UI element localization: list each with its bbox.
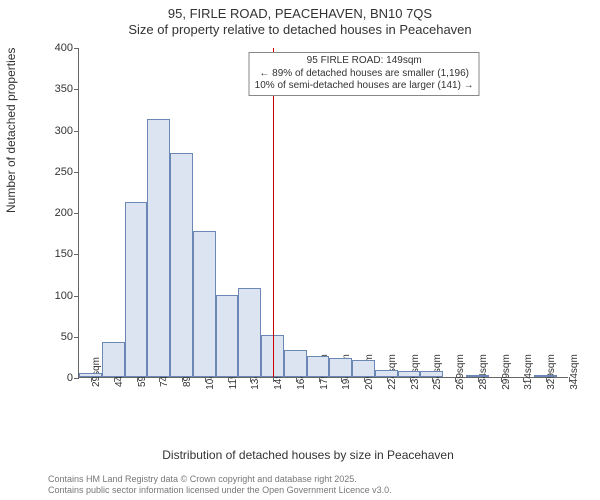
histogram-bar bbox=[238, 288, 261, 377]
y-tick-mark bbox=[74, 131, 79, 132]
annotation-line: 10% of semi-detached houses are larger (… bbox=[255, 80, 474, 93]
y-tick-label: 350 bbox=[55, 83, 73, 95]
histogram-bar bbox=[102, 342, 125, 377]
y-tick-mark bbox=[74, 48, 79, 49]
x-tick-label: 269sqm bbox=[455, 354, 466, 390]
footer-line1: Contains HM Land Registry data © Crown c… bbox=[48, 474, 392, 485]
chart-container: Number of detached properties 0501001502… bbox=[48, 48, 568, 408]
title-line2: Size of property relative to detached ho… bbox=[0, 22, 600, 38]
histogram-bar bbox=[534, 375, 557, 377]
x-tick-label: 299sqm bbox=[501, 354, 512, 390]
histogram-bar bbox=[352, 360, 375, 377]
y-tick-label: 150 bbox=[55, 248, 73, 260]
y-tick-label: 250 bbox=[55, 166, 73, 178]
histogram-bar bbox=[375, 370, 398, 377]
histogram-bar bbox=[193, 231, 216, 377]
histogram-bar bbox=[170, 153, 193, 377]
histogram-bar bbox=[466, 375, 489, 377]
histogram-bar bbox=[398, 371, 421, 377]
y-tick-mark bbox=[74, 378, 79, 379]
y-tick-label: 0 bbox=[67, 372, 73, 384]
y-tick-label: 100 bbox=[55, 290, 73, 302]
histogram-bar bbox=[216, 295, 239, 378]
chart-title-block: 95, FIRLE ROAD, PEACEHAVEN, BN10 7QS Siz… bbox=[0, 0, 600, 39]
y-tick-mark bbox=[74, 89, 79, 90]
y-tick-mark bbox=[74, 172, 79, 173]
histogram-bar bbox=[125, 202, 148, 377]
plot-area: 05010015020025030035040029sqm44sqm59sqm7… bbox=[78, 48, 568, 378]
y-tick-label: 300 bbox=[55, 125, 73, 137]
histogram-bar bbox=[307, 356, 330, 377]
footer-line2: Contains public sector information licen… bbox=[48, 485, 392, 496]
annotation-line: 95 FIRLE ROAD: 149sqm bbox=[255, 55, 474, 68]
histogram-bar bbox=[147, 119, 170, 377]
x-tick-label: 284sqm bbox=[478, 354, 489, 390]
y-tick-mark bbox=[74, 254, 79, 255]
histogram-bar bbox=[329, 358, 352, 377]
x-axis-label: Distribution of detached houses by size … bbox=[48, 448, 568, 462]
y-tick-label: 400 bbox=[55, 42, 73, 54]
title-line1: 95, FIRLE ROAD, PEACEHAVEN, BN10 7QS bbox=[0, 6, 600, 22]
y-tick-mark bbox=[74, 296, 79, 297]
y-tick-mark bbox=[74, 337, 79, 338]
reference-line bbox=[273, 48, 274, 377]
y-tick-label: 50 bbox=[61, 331, 73, 343]
annotation-line: ← 89% of detached houses are smaller (1,… bbox=[255, 68, 474, 81]
y-tick-label: 200 bbox=[55, 207, 73, 219]
y-tick-mark bbox=[74, 213, 79, 214]
x-tick-label: 329sqm bbox=[546, 354, 557, 390]
histogram-bar bbox=[284, 350, 307, 377]
histogram-bar bbox=[79, 373, 102, 377]
x-tick-label: 314sqm bbox=[523, 354, 534, 390]
y-axis-label: Number of detached properties bbox=[4, 48, 18, 213]
footer-attribution: Contains HM Land Registry data © Crown c… bbox=[48, 474, 392, 497]
x-tick-label: 344sqm bbox=[569, 354, 580, 390]
histogram-bar bbox=[420, 371, 443, 377]
annotation-box: 95 FIRLE ROAD: 149sqm← 89% of detached h… bbox=[249, 52, 480, 96]
